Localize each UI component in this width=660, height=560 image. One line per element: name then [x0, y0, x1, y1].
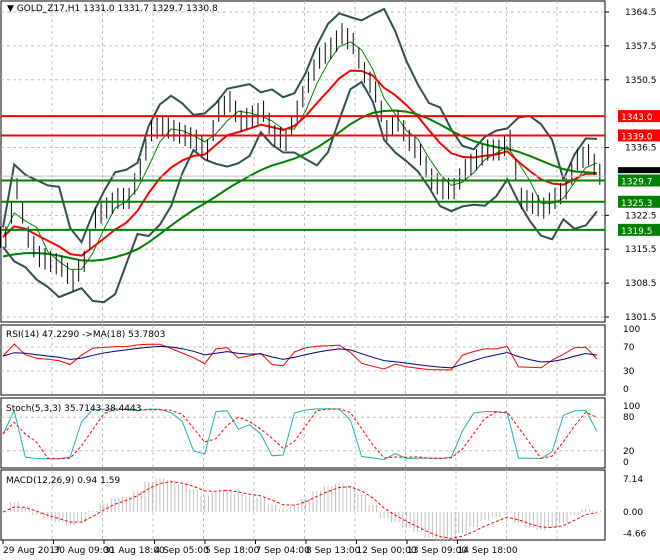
indicator-tick: 0 — [623, 385, 629, 395]
price-tick: 1336.5 — [625, 144, 657, 154]
indicator-tick: 0.00 — [623, 508, 643, 518]
price-tick: 1357.5 — [625, 42, 657, 52]
indicator-tick: 100 — [623, 325, 640, 335]
ma-red — [2, 69, 598, 257]
level-value: 1343.0 — [621, 113, 653, 123]
current-price-label — [618, 167, 660, 174]
time-tick: 4 Sep 05:00 — [155, 546, 210, 556]
level-label — [618, 174, 660, 187]
indicator-tick: 0 — [623, 458, 629, 468]
price-tick: 1364.5 — [625, 8, 657, 18]
level-value: 1319.5 — [621, 227, 653, 237]
indicator-tick: 20 — [623, 447, 635, 457]
indicator-title: Stoch(5,3,3) 35.7143 38.4443 — [6, 404, 141, 414]
indicator-tick: 100 — [623, 402, 640, 412]
price-tick: 1322.5 — [625, 211, 657, 221]
bollinger-lower — [2, 80, 598, 304]
time-tick: 30 Aug 09:00 — [54, 546, 115, 556]
level-label — [618, 129, 660, 142]
bollinger-upper — [2, 7, 598, 245]
panel-frame — [0, 0, 606, 323]
price-tick: 1350.5 — [625, 76, 657, 86]
level-label — [618, 110, 660, 123]
time-tick: 29 Aug 2017 — [3, 546, 61, 556]
level-value: 1329.7 — [621, 177, 653, 187]
level-label — [618, 223, 660, 236]
level-value: 1339.0 — [621, 132, 653, 142]
indicator-tick: 7.14 — [623, 475, 643, 485]
time-tick: 13 Sep 09:00 — [407, 546, 467, 556]
time-tick: 14 Sep 18:00 — [458, 546, 518, 556]
level-label — [618, 195, 660, 208]
indicator-tick: 30 — [623, 367, 635, 377]
time-tick: 31 Aug 18:00 — [104, 546, 165, 556]
rsi-line — [2, 343, 598, 371]
panel-frame — [0, 397, 606, 469]
price-tick: 1315.5 — [625, 245, 657, 255]
indicator-title: MACD(12,26,9) 0.94 1.59 — [6, 476, 120, 486]
price-tick: 1308.5 — [625, 279, 657, 289]
time-tick: 12 Sep 00:00 — [357, 546, 417, 556]
time-tick: 7 Sep 04:00 — [256, 546, 311, 556]
price-tick: 1301.5 — [625, 313, 657, 323]
time-tick: 5 Sep 18:00 — [205, 546, 260, 556]
indicator-title: RSI(14) 47.2290 ->MA(18) 53.7803 — [6, 330, 165, 340]
macd-signal-line — [2, 481, 598, 539]
ma-green — [2, 109, 598, 262]
indicator-tick: -4.66 — [623, 530, 647, 540]
indicator-tick: 80 — [623, 413, 635, 423]
chart-title: ▼ GOLD_Z17,H1 1331.0 1331.7 1329.7 1330.… — [7, 4, 218, 14]
panel-frame — [0, 469, 606, 541]
rsi-ma-line — [2, 345, 598, 369]
time-tick: 8 Sep 13:00 — [306, 546, 361, 556]
level-value: 1325.3 — [621, 199, 653, 209]
indicator-tick: 70 — [623, 343, 635, 353]
stoch-signal-line — [2, 408, 598, 460]
stoch-main-line — [2, 408, 598, 461]
panel-frame — [0, 324, 606, 396]
